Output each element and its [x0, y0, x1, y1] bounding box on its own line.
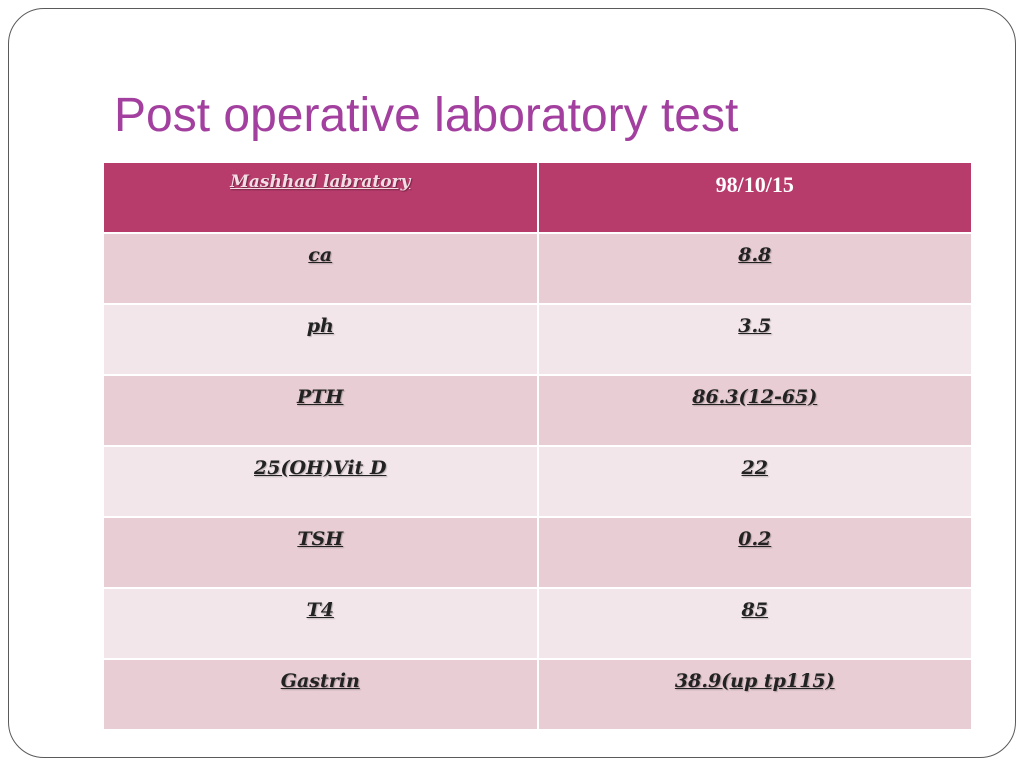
test-name: ph [306, 315, 334, 337]
table-header-row: Mashhad labratory 98/10/15 [102, 161, 973, 234]
test-name-cell: TSH [102, 516, 539, 589]
header-date: 98/10/15 [715, 172, 794, 197]
test-value-cell: 38.9(up tp115) [536, 658, 973, 731]
slide-title: Post operative laboratory test [114, 89, 739, 142]
test-value-cell: 0.2 [536, 516, 973, 589]
test-value-cell: 3.5 [536, 303, 973, 376]
test-value-cell: 85 [536, 587, 973, 660]
test-value: 85 [741, 599, 768, 621]
header-lab-label: Mashhad labratory [230, 172, 411, 192]
test-value: 22 [741, 457, 768, 479]
test-name-cell: 25(OH)Vit D [102, 445, 539, 518]
test-value: 0.2 [738, 528, 772, 550]
test-name-cell: PTH [102, 374, 539, 447]
test-name-cell: ph [102, 303, 539, 376]
table-row: TSH 0.2 [102, 516, 973, 589]
header-cell-date: 98/10/15 [536, 161, 973, 234]
test-name: TSH [297, 528, 344, 550]
table-row: ph 3.5 [102, 303, 973, 376]
table-row: ca 8.8 [102, 232, 973, 305]
table-row: PTH 86.3(12-65) [102, 374, 973, 447]
test-value: 3.5 [738, 315, 772, 337]
test-name: T4 [306, 599, 334, 621]
test-name-cell: T4 [102, 587, 539, 660]
header-cell-lab: Mashhad labratory [102, 161, 539, 234]
test-value-cell: 22 [536, 445, 973, 518]
test-name: PTH [297, 386, 344, 408]
test-value: 8.8 [738, 244, 772, 266]
test-name: ca [308, 244, 333, 266]
test-name-cell: ca [102, 232, 539, 305]
table-row: Gastrin 38.9(up tp115) [102, 658, 973, 731]
test-value: 38.9(up tp115) [674, 670, 835, 692]
test-name: Gastrin [280, 670, 360, 692]
test-value-cell: 8.8 [536, 232, 973, 305]
test-name-cell: Gastrin [102, 658, 539, 731]
test-value: 86.3(12-65) [692, 386, 818, 408]
lab-results-table: Mashhad labratory 98/10/15 ca 8.8 ph 3.5… [102, 161, 973, 731]
table-row: 25(OH)Vit D 22 [102, 445, 973, 518]
test-value-cell: 86.3(12-65) [536, 374, 973, 447]
table-row: T4 85 [102, 587, 973, 660]
test-name: 25(OH)Vit D [254, 457, 387, 479]
